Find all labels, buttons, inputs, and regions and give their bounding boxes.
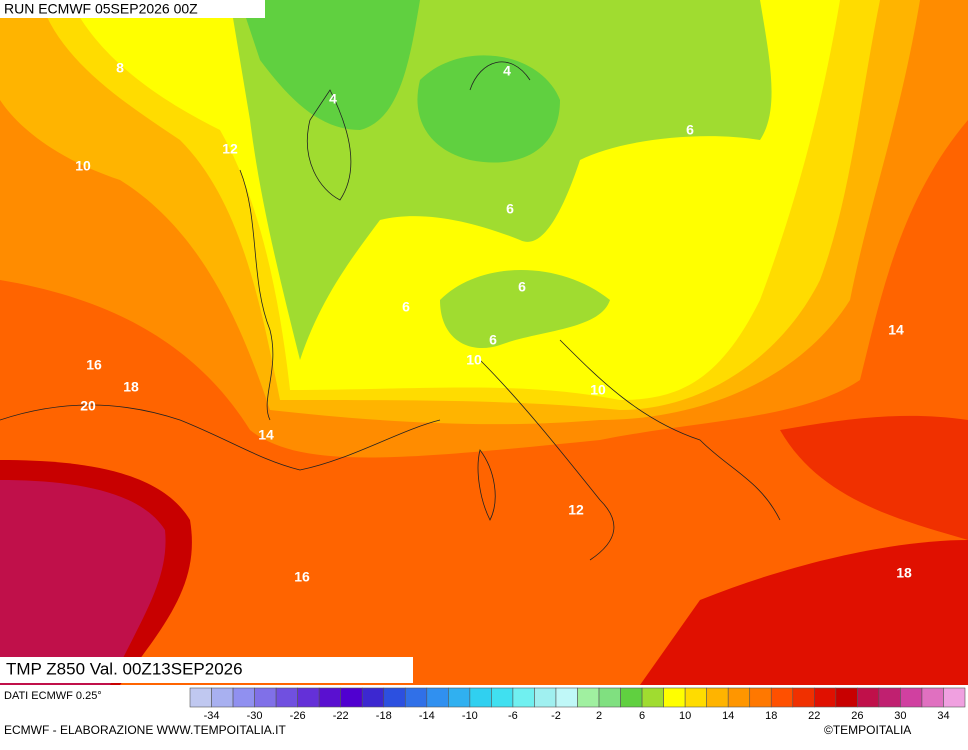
color-swatch [663, 687, 686, 708]
contour-label: 20 [80, 398, 96, 414]
color-swatch [297, 687, 320, 708]
scale-tick-label: -26 [290, 710, 306, 722]
contour-label: 16 [86, 357, 102, 373]
scale-tick-label: 14 [722, 710, 734, 722]
color-swatch [383, 687, 406, 708]
color-swatch [211, 687, 234, 708]
contour-label: 6 [506, 201, 514, 217]
color-swatch [684, 687, 707, 708]
contour-label: 6 [489, 332, 497, 348]
map [0, 0, 968, 685]
color-swatch [727, 687, 751, 708]
color-swatch [404, 687, 428, 708]
scale-tick-label: -6 [508, 710, 518, 722]
contour-label: 4 [503, 63, 511, 79]
color-swatch [512, 687, 535, 708]
scale-tick-label: 26 [851, 710, 863, 722]
contour-label: 18 [896, 565, 912, 581]
color-swatch [426, 687, 449, 708]
color-swatch [448, 687, 471, 708]
scale-tick-label: 34 [937, 710, 949, 722]
contour-label: 10 [590, 382, 606, 398]
color-swatch [491, 687, 514, 708]
contour-label: 14 [258, 427, 274, 443]
color-swatch [555, 687, 578, 708]
color-swatch [340, 687, 363, 708]
scale-tick-label: -18 [376, 710, 392, 722]
contour-label: 8 [116, 60, 124, 76]
color-swatch [318, 687, 341, 708]
scale-tick-label: -34 [204, 710, 220, 722]
scale-tick-label: -30 [247, 710, 263, 722]
color-swatch [275, 687, 298, 708]
scale-tick-label: 22 [808, 710, 820, 722]
color-swatch [857, 687, 880, 708]
source-label: DATI ECMWF 0.25° [4, 690, 102, 702]
scale-tick-label: -10 [462, 710, 478, 722]
contour-label: 10 [466, 352, 482, 368]
color-swatch [943, 687, 966, 708]
color-swatch [577, 687, 600, 708]
contour-label: 12 [568, 502, 584, 518]
field-label: TMP Z850 Val. 00Z13SEP2026 [6, 659, 243, 678]
color-swatch [921, 687, 944, 708]
color-swatch [900, 687, 923, 708]
scale-tick-label: -22 [333, 710, 349, 722]
color-swatch [878, 687, 901, 708]
color-swatch [814, 687, 837, 708]
color-scale: -34 -30 -26 -22 -18 -14 -10 -6 -2 2 6 10 14 18 22 26 30 3… [189, 687, 966, 722]
color-swatch [361, 687, 385, 708]
scale-tick-label: -2 [551, 710, 561, 722]
color-swatch [792, 687, 815, 708]
color-swatch [620, 687, 643, 708]
contour-label: 6 [686, 122, 694, 138]
credit-label: ECMWF - ELABORAZIONE WWW.TEMPOITALIA.IT [4, 723, 286, 737]
scale-tick-label: 30 [894, 710, 906, 722]
contour-label: 16 [294, 569, 310, 585]
color-swatch [534, 687, 557, 708]
scale-tick-label: 6 [639, 710, 645, 722]
brand-label: ©TEMPOITALIA [824, 723, 911, 737]
contour-label: 18 [123, 379, 139, 395]
scale-tick-label: 18 [765, 710, 777, 722]
color-swatch [835, 687, 858, 708]
run-label: RUN ECMWF 05SEP2026 00Z [4, 1, 198, 17]
scale-tick-label: -14 [419, 710, 435, 722]
contour-label: 10 [75, 158, 91, 174]
color-swatch [254, 687, 277, 708]
contour-label: 6 [402, 299, 410, 315]
scale-tick-label: 10 [679, 710, 691, 722]
contour-label: 4 [329, 91, 337, 107]
color-swatch [598, 687, 621, 708]
color-swatch [641, 687, 664, 708]
contour-label: 12 [222, 141, 238, 157]
color-swatch [189, 687, 212, 708]
color-swatch [770, 687, 794, 708]
color-swatch [749, 687, 772, 708]
scale-tick-label: 2 [596, 710, 602, 722]
color-swatch [232, 687, 255, 708]
color-swatch [469, 687, 492, 708]
contour-label: 6 [518, 279, 526, 295]
contour-labels: 8 4 4 12 10 6 6 6 6 6 10 10 16 18 20 14 14 12 16 18 [75, 60, 912, 585]
contour-label: 14 [888, 322, 904, 338]
color-swatch [706, 687, 729, 708]
